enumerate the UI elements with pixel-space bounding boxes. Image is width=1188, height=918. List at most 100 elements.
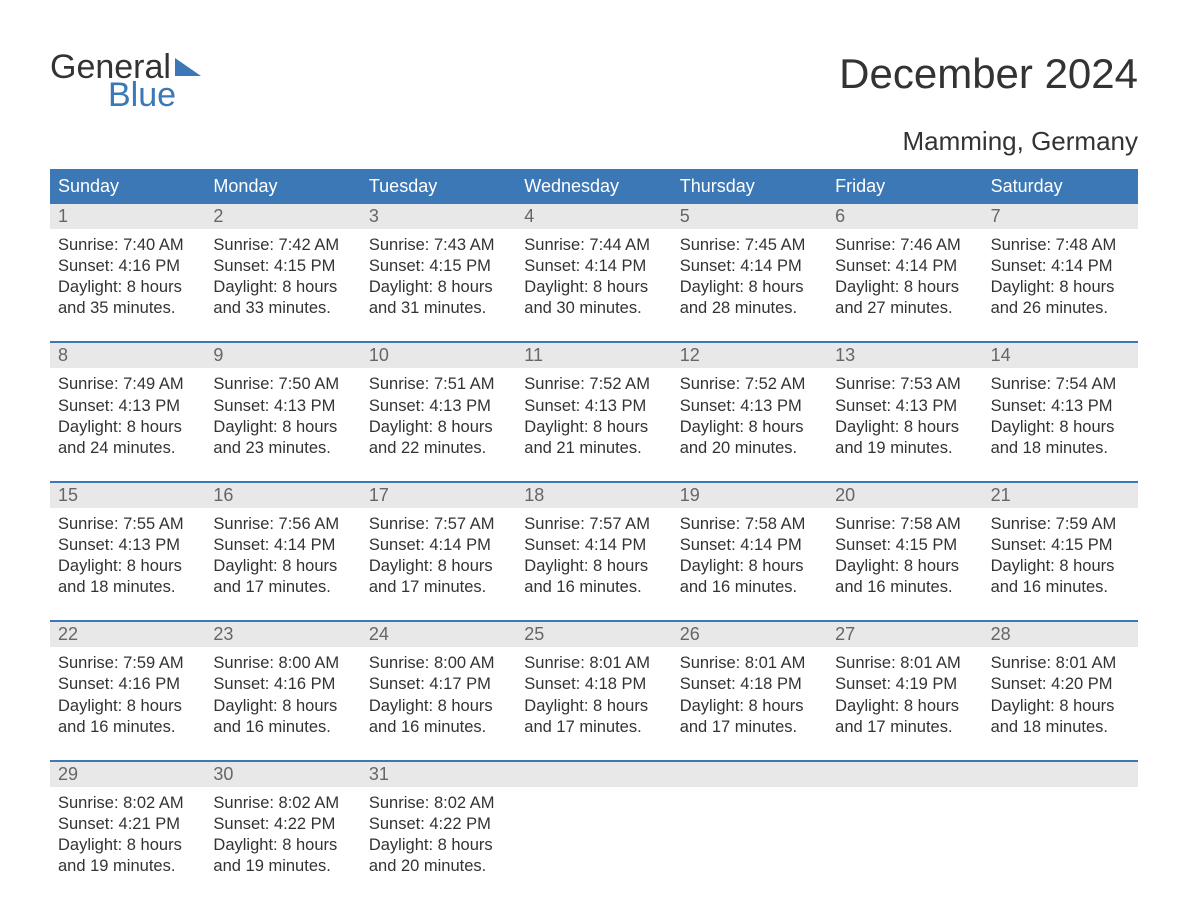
day-sunset: Sunset: 4:14 PM xyxy=(524,535,663,556)
day-cell: Sunrise: 8:00 AMSunset: 4:16 PMDaylight:… xyxy=(205,647,360,737)
day-cell: Sunrise: 7:53 AMSunset: 4:13 PMDaylight:… xyxy=(827,368,982,458)
day-sunrise: Sunrise: 7:55 AM xyxy=(58,514,197,535)
day-d1: Daylight: 8 hours xyxy=(58,556,197,577)
day-sunset: Sunset: 4:15 PM xyxy=(213,256,352,277)
day-d1: Daylight: 8 hours xyxy=(369,835,508,856)
day-sunset: Sunset: 4:18 PM xyxy=(524,674,663,695)
day-sunset: Sunset: 4:15 PM xyxy=(991,535,1130,556)
day-number xyxy=(827,762,982,787)
day-sunset: Sunset: 4:19 PM xyxy=(835,674,974,695)
day-sunrise: Sunrise: 7:51 AM xyxy=(369,374,508,395)
dow-header: Thursday xyxy=(672,169,827,204)
day-sunset: Sunset: 4:15 PM xyxy=(835,535,974,556)
day-number: 3 xyxy=(361,204,516,229)
day-sunset: Sunset: 4:17 PM xyxy=(369,674,508,695)
day-sunrise: Sunrise: 7:40 AM xyxy=(58,235,197,256)
day-d1: Daylight: 8 hours xyxy=(991,556,1130,577)
day-sunrise: Sunrise: 8:01 AM xyxy=(835,653,974,674)
day-sunset: Sunset: 4:22 PM xyxy=(213,814,352,835)
day-d2: and 16 minutes. xyxy=(680,577,819,598)
day-number xyxy=(516,762,671,787)
day-cell: Sunrise: 7:58 AMSunset: 4:14 PMDaylight:… xyxy=(672,508,827,598)
day-d1: Daylight: 8 hours xyxy=(58,277,197,298)
day-sunrise: Sunrise: 7:56 AM xyxy=(213,514,352,535)
dow-header: Sunday xyxy=(50,169,205,204)
day-d1: Daylight: 8 hours xyxy=(213,277,352,298)
day-number: 27 xyxy=(827,622,982,647)
week-spacer xyxy=(50,598,1138,620)
day-number: 4 xyxy=(516,204,671,229)
day-cell: Sunrise: 8:02 AMSunset: 4:22 PMDaylight:… xyxy=(205,787,360,877)
day-sunset: Sunset: 4:13 PM xyxy=(680,396,819,417)
day-d1: Daylight: 8 hours xyxy=(213,696,352,717)
week-spacer xyxy=(50,319,1138,341)
day-d2: and 17 minutes. xyxy=(369,577,508,598)
day-number xyxy=(672,762,827,787)
day-d2: and 31 minutes. xyxy=(369,298,508,319)
week-spacer xyxy=(50,459,1138,481)
day-cell: Sunrise: 7:54 AMSunset: 4:13 PMDaylight:… xyxy=(983,368,1138,458)
day-cell: Sunrise: 8:01 AMSunset: 4:18 PMDaylight:… xyxy=(672,647,827,737)
logo-word-blue: Blue xyxy=(108,78,201,112)
dow-header: Friday xyxy=(827,169,982,204)
day-sunset: Sunset: 4:13 PM xyxy=(524,396,663,417)
day-d1: Daylight: 8 hours xyxy=(991,417,1130,438)
day-cell: Sunrise: 7:51 AMSunset: 4:13 PMDaylight:… xyxy=(361,368,516,458)
day-d1: Daylight: 8 hours xyxy=(991,696,1130,717)
day-number: 22 xyxy=(50,622,205,647)
day-d1: Daylight: 8 hours xyxy=(58,835,197,856)
dow-header: Tuesday xyxy=(361,169,516,204)
day-cell xyxy=(827,787,982,877)
day-sunrise: Sunrise: 8:01 AM xyxy=(524,653,663,674)
day-sunrise: Sunrise: 7:43 AM xyxy=(369,235,508,256)
day-sunset: Sunset: 4:14 PM xyxy=(680,535,819,556)
day-number: 16 xyxy=(205,483,360,508)
day-d2: and 20 minutes. xyxy=(369,856,508,877)
day-d1: Daylight: 8 hours xyxy=(369,277,508,298)
day-d1: Daylight: 8 hours xyxy=(835,417,974,438)
day-number: 15 xyxy=(50,483,205,508)
day-cell: Sunrise: 8:00 AMSunset: 4:17 PMDaylight:… xyxy=(361,647,516,737)
day-sunrise: Sunrise: 8:02 AM xyxy=(213,793,352,814)
day-d1: Daylight: 8 hours xyxy=(524,696,663,717)
day-d1: Daylight: 8 hours xyxy=(58,696,197,717)
day-cell: Sunrise: 7:59 AMSunset: 4:15 PMDaylight:… xyxy=(983,508,1138,598)
day-d2: and 16 minutes. xyxy=(58,717,197,738)
day-d1: Daylight: 8 hours xyxy=(369,556,508,577)
day-d2: and 18 minutes. xyxy=(991,717,1130,738)
day-sunset: Sunset: 4:13 PM xyxy=(58,535,197,556)
page-title: December 2024 xyxy=(839,50,1138,98)
day-cell: Sunrise: 8:02 AMSunset: 4:22 PMDaylight:… xyxy=(361,787,516,877)
day-sunset: Sunset: 4:21 PM xyxy=(58,814,197,835)
day-d2: and 30 minutes. xyxy=(524,298,663,319)
day-d2: and 23 minutes. xyxy=(213,438,352,459)
day-d1: Daylight: 8 hours xyxy=(680,556,819,577)
day-sunrise: Sunrise: 8:02 AM xyxy=(58,793,197,814)
day-number: 2 xyxy=(205,204,360,229)
day-d2: and 17 minutes. xyxy=(524,717,663,738)
day-d2: and 19 minutes. xyxy=(835,438,974,459)
day-sunrise: Sunrise: 7:44 AM xyxy=(524,235,663,256)
day-d2: and 27 minutes. xyxy=(835,298,974,319)
day-d1: Daylight: 8 hours xyxy=(835,277,974,298)
day-number: 11 xyxy=(516,343,671,368)
day-sunrise: Sunrise: 7:53 AM xyxy=(835,374,974,395)
day-sunset: Sunset: 4:14 PM xyxy=(991,256,1130,277)
day-cell xyxy=(516,787,671,877)
day-sunrise: Sunrise: 8:02 AM xyxy=(369,793,508,814)
day-number: 29 xyxy=(50,762,205,787)
logo-sail-icon xyxy=(175,58,201,76)
day-number: 10 xyxy=(361,343,516,368)
day-d2: and 35 minutes. xyxy=(58,298,197,319)
day-cell: Sunrise: 7:56 AMSunset: 4:14 PMDaylight:… xyxy=(205,508,360,598)
day-number: 21 xyxy=(983,483,1138,508)
day-sunrise: Sunrise: 7:48 AM xyxy=(991,235,1130,256)
day-d1: Daylight: 8 hours xyxy=(369,417,508,438)
day-d2: and 17 minutes. xyxy=(680,717,819,738)
day-cell: Sunrise: 7:59 AMSunset: 4:16 PMDaylight:… xyxy=(50,647,205,737)
day-sunrise: Sunrise: 8:00 AM xyxy=(369,653,508,674)
day-d2: and 16 minutes. xyxy=(213,717,352,738)
day-cell: Sunrise: 7:57 AMSunset: 4:14 PMDaylight:… xyxy=(361,508,516,598)
day-sunrise: Sunrise: 7:58 AM xyxy=(680,514,819,535)
day-number: 12 xyxy=(672,343,827,368)
